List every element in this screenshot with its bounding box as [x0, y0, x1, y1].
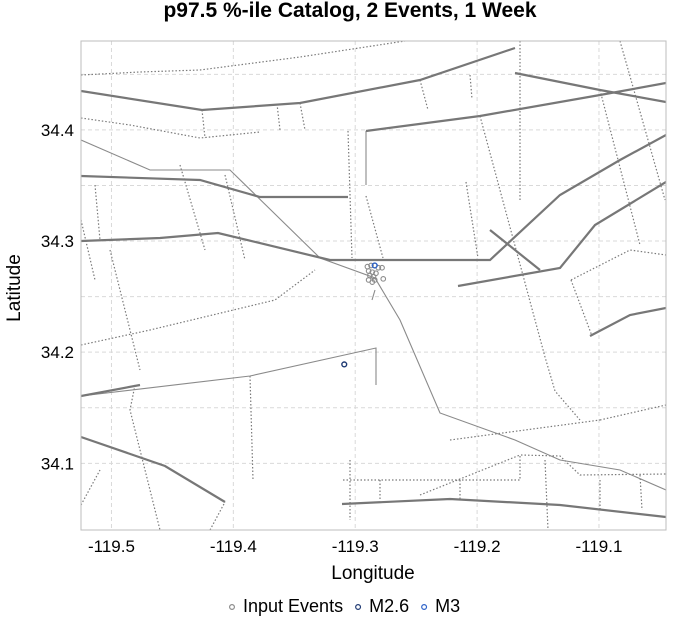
fault-line-dotted	[599, 89, 641, 246]
fault-line-dotted	[544, 459, 549, 530]
data-point	[370, 273, 377, 280]
data-point	[379, 264, 385, 271]
x-tick-label: -119.4	[210, 537, 257, 556]
x-axis-label: Longitude	[331, 563, 414, 584]
fault-line-dotted	[201, 109, 206, 139]
fault-line-dotted	[449, 419, 601, 441]
fault-lines	[81, 41, 666, 530]
fault-line-dotted	[81, 469, 101, 506]
fault-line-dotted	[299, 102, 306, 131]
x-tick-label: -119.5	[88, 537, 135, 556]
fault-line-dotted	[570, 249, 666, 281]
legend-marker	[355, 603, 362, 610]
fault-line-dotted	[419, 454, 521, 496]
data-points	[341, 262, 387, 368]
fault-line-dotted	[81, 41, 406, 76]
data-point	[371, 277, 378, 283]
fault-line-dotted	[599, 404, 666, 421]
fault-line-major	[81, 46, 516, 112]
fault-line-major	[81, 174, 348, 199]
data-point	[368, 262, 374, 269]
fault-line-thin	[81, 347, 377, 397]
fault-line-major	[457, 181, 666, 288]
legend-label: Input Events	[243, 596, 343, 616]
x-tick-label: -119.3	[332, 537, 379, 556]
fault-line-major	[589, 306, 666, 337]
fault-line-dotted	[276, 103, 281, 131]
fault-line-dotted	[570, 279, 593, 337]
plot-frame	[80, 40, 667, 531]
legend-label: M3	[435, 596, 460, 616]
fault-line-dotted	[639, 474, 643, 511]
y-tick-label: 34.1	[41, 454, 74, 473]
x-tick-label: -119.2	[454, 537, 501, 556]
fault-line-dotted	[209, 501, 226, 530]
fault-line-major	[341, 497, 666, 519]
fault-line-dotted	[619, 41, 666, 201]
data-point	[371, 262, 378, 269]
fault-line-dotted	[129, 384, 161, 530]
fault-line-major	[81, 383, 141, 398]
fault-line-dotted	[81, 117, 261, 139]
fault-line-dotted	[365, 195, 384, 259]
fault-line-dotted	[179, 164, 206, 251]
fault-line-thin	[81, 139, 666, 491]
chart-title: p97.5 %-ile Catalog, 2 Events, 1 Week	[163, 0, 536, 22]
fault-line-dotted	[249, 375, 254, 481]
fault-line-major	[489, 229, 541, 271]
fault-line-dotted	[343, 454, 666, 481]
fault-line-dotted	[347, 130, 353, 259]
grid	[81, 41, 666, 530]
fault-line-major	[81, 435, 226, 503]
y-tick-label: 34.3	[41, 232, 74, 251]
fault-line-dotted	[465, 181, 479, 259]
fault-line-dotted	[419, 79, 429, 111]
y-tick-label: 34.2	[41, 343, 74, 362]
y-axis-ticks: 34.1 34.2 34.3 34.4	[41, 121, 74, 473]
fault-line-dotted	[469, 74, 473, 100]
fault-line-major	[514, 71, 666, 104]
fault-line-dotted	[94, 184, 101, 241]
fault-line-dotted	[479, 115, 581, 421]
y-tick-label: 34.4	[41, 121, 74, 140]
data-point	[341, 361, 348, 368]
fault-line-major	[365, 81, 666, 133]
fault-line-thin	[371, 289, 376, 301]
x-axis-ticks: -119.5 -119.4 -119.3 -119.2 -119.1	[88, 537, 622, 556]
data-point	[380, 275, 387, 282]
fault-line-dotted	[81, 269, 316, 346]
y-axis-label: Latitude	[4, 254, 25, 322]
legend-label: M2.6	[369, 596, 409, 616]
fault-line-major	[81, 134, 666, 262]
legend-marker	[421, 603, 428, 610]
x-tick-label: -119.1	[575, 537, 622, 556]
legend-marker	[229, 603, 236, 610]
legend: Input Events M2.6 M3	[229, 596, 460, 616]
fault-line-dotted	[81, 219, 96, 281]
